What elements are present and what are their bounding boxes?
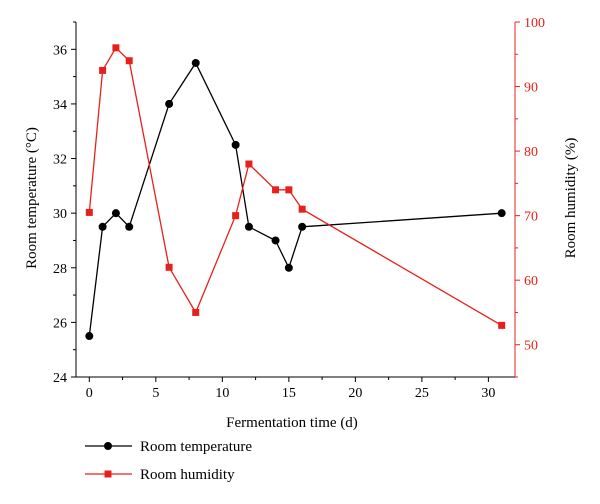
left-y-tick-label: 26 (53, 316, 67, 331)
x-tick-label: 5 (152, 386, 159, 401)
data-point (191, 58, 200, 67)
data-point (245, 160, 253, 168)
data-point (284, 263, 293, 272)
data-point (125, 222, 134, 231)
x-tick-label: 20 (348, 386, 362, 401)
legend: Room temperature Room humidity (85, 439, 252, 483)
x-axis-label: Fermentation time (d) (226, 415, 358, 431)
data-point (498, 321, 506, 329)
data-point (192, 308, 200, 316)
data-point (125, 57, 133, 65)
data-point (85, 332, 94, 341)
x-tick-label: 10 (215, 386, 229, 401)
legend-label: Room humidity (140, 467, 235, 483)
left-y-tick-label: 34 (53, 98, 67, 113)
left-y-tick-label: 30 (53, 207, 67, 222)
left-y-axis-label: Room temperature (°C) (24, 127, 40, 269)
data-point (298, 205, 306, 213)
x-tick-label: 30 (481, 386, 495, 401)
right-y-tick-label: 90 (524, 81, 538, 96)
right-y-tick-label: 60 (524, 274, 538, 289)
data-point (271, 236, 280, 245)
legend-label: Room temperature (140, 439, 252, 455)
axes-group: 0 5 10 15 20 25 30 24 26 28 30 32 34 36 50 60 70 80 90 100 (53, 16, 545, 401)
left-y-tick-label: 32 (53, 153, 67, 168)
data-point (232, 212, 240, 220)
left-y-tick-label: 36 (53, 43, 67, 58)
data-point (112, 44, 120, 52)
right-y-axis-label: Room humidity (%) (563, 138, 579, 259)
series-room-humidity (85, 44, 506, 329)
right-y-tick-label: 80 (524, 145, 538, 160)
data-point (272, 186, 280, 194)
series-line (88, 46, 503, 326)
x-tick-label: 15 (282, 386, 296, 401)
data-point (285, 186, 293, 194)
right-y-tick-label: 100 (524, 16, 545, 31)
x-tick-label: 0 (86, 386, 93, 401)
right-y-tick-label: 50 (524, 339, 538, 354)
data-point (244, 222, 253, 231)
data-point (99, 66, 107, 74)
x-tick-label: 25 (415, 386, 429, 401)
left-y-tick-label: 28 (53, 262, 67, 277)
legend-marker (104, 442, 112, 450)
data-point (165, 263, 173, 271)
data-point (165, 99, 174, 108)
legend-item: Room humidity (85, 467, 235, 483)
data-point (231, 140, 240, 149)
data-point (111, 209, 120, 218)
legend-marker (104, 470, 112, 478)
left-y-tick-label: 24 (53, 371, 67, 386)
series-layer (85, 44, 506, 341)
data-point (497, 209, 506, 218)
data-point (98, 222, 107, 231)
data-point (85, 208, 93, 216)
series-room-temperature (85, 58, 506, 341)
legend-item: Room temperature (85, 439, 252, 455)
data-point (298, 222, 307, 231)
right-y-tick-label: 70 (524, 210, 538, 225)
